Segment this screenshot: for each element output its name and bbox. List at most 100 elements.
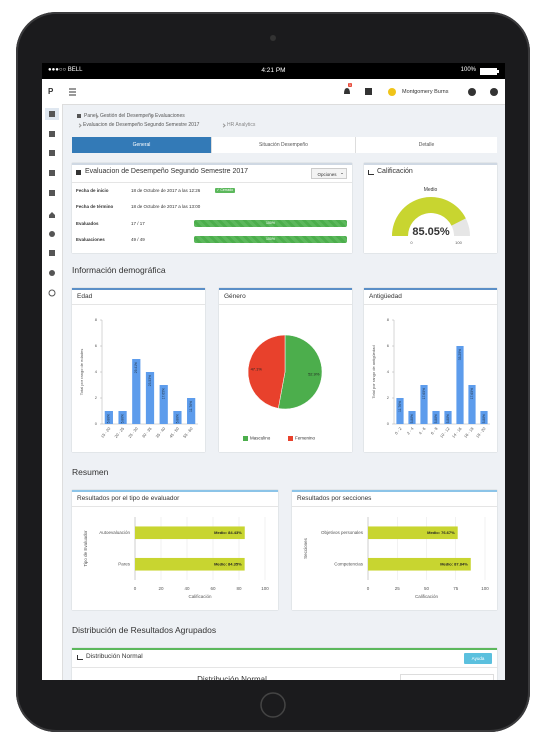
bar: [396, 398, 404, 424]
hamburger[interactable]: [68, 87, 78, 97]
bar-label: Medio: 84.35%: [214, 561, 242, 566]
navbar: [42, 79, 505, 105]
y-axis-label: Secciones: [303, 537, 308, 559]
chart: 0 20 40 60 80 100 Calificación Tipo de Evaluado…: [83, 517, 269, 599]
bar-label: 23.53%: [148, 375, 152, 386]
tab[interactable]: General: [72, 137, 211, 153]
row-value: 17 / 17: [131, 221, 145, 226]
user-name[interactable]: Montgomery Burns: [402, 89, 449, 95]
battery-icon: [480, 68, 499, 75]
progress-bar: [194, 220, 347, 227]
x-tick-label: 100: [261, 586, 269, 591]
breadcrumb-item[interactable]: Evaluaciones: [155, 113, 185, 119]
icon[interactable]: [49, 131, 55, 137]
x-tick-label: 55 - 60: [182, 426, 194, 439]
icon[interactable]: [49, 170, 55, 176]
bar: [118, 411, 127, 424]
divider: [72, 182, 352, 183]
y-tick-label: 4: [387, 369, 390, 374]
bar-label: 35.29%: [458, 349, 462, 360]
x-tick-label: 2 - 4: [406, 426, 415, 436]
gauge-value: [392, 197, 466, 236]
section-title: Resumen: [72, 467, 109, 477]
divider: [364, 304, 497, 305]
bell-icon[interactable]: [344, 88, 350, 94]
options-button[interactable]: Opciones: [311, 168, 347, 179]
help-icon[interactable]: [468, 88, 476, 96]
x-axis-label: Calificación: [188, 594, 212, 599]
bar: [456, 346, 464, 424]
bar-label: 29.41%: [134, 362, 138, 373]
chart: Total por rango de antigüedad 0 2 4 6 8 11.76%…: [371, 317, 490, 439]
category-label: Autoevaluación: [99, 530, 130, 535]
home-icon: [77, 114, 81, 118]
bar-label: 17.65%: [470, 388, 474, 399]
x-tick-label: 35 - 40: [154, 426, 166, 439]
icon[interactable]: [49, 250, 55, 256]
clock: 4:21 PM: [261, 67, 286, 74]
row-value: 49 / 49: [131, 237, 145, 242]
breadcrumb-item[interactable]: Evaluacion de Desempeño Segundo Semestre…: [83, 122, 200, 128]
card: Distribución Normal Ayuda Distribución Nor…: [72, 648, 497, 680]
progress-label: 100%: [266, 221, 275, 225]
card: Edad Total por rango de edades 0 2 4 6 8 5.88% 1…: [72, 288, 205, 452]
category-label: Competencias: [334, 561, 364, 566]
x-tick-label: 20 - 25: [113, 426, 125, 439]
section-title: Información demográfica: [72, 265, 166, 275]
y-tick-label: 8: [95, 317, 98, 322]
icon[interactable]: [49, 190, 55, 196]
home-button[interactable]: [260, 692, 286, 718]
bar: [104, 411, 113, 424]
icon[interactable]: [49, 111, 55, 117]
avatar[interactable]: [388, 88, 396, 96]
tab[interactable]: Detalle: [355, 137, 497, 153]
chart: 52.9% Masculino 47.1% Femenino: [243, 334, 323, 441]
x-tick-label: 60: [210, 586, 216, 591]
card: Calificación Medio 85.05% 0 100: [364, 163, 497, 253]
icon[interactable]: [49, 212, 55, 218]
x-tick-label: 30 - 35: [141, 426, 153, 439]
icon[interactable]: [49, 270, 55, 276]
card-title: Calificación: [377, 168, 413, 175]
bar: [132, 359, 141, 424]
row-label: Evaluaciones: [76, 237, 105, 242]
tab[interactable]: Situación Desempeño: [211, 137, 355, 153]
y-tick-label: 0: [95, 421, 98, 426]
screen: ●●●○○ BELL 4:21 PM 100% P 1 Montgomery Burns P…: [42, 63, 505, 680]
card-title: Resultados por secciones: [297, 495, 372, 502]
chart: Total por rango de edades 0 2 4 6 8 5.88% 15 - …: [79, 317, 198, 439]
bar-label: 11.76%: [189, 401, 193, 412]
bar: [480, 411, 488, 424]
card-title: Antigüedad: [369, 293, 402, 300]
sidebar-icons: [45, 108, 59, 297]
icon[interactable]: [48, 289, 56, 297]
row-value: 18 de Octubre de 2017 a las 13:00: [131, 204, 201, 209]
logo[interactable]: P: [48, 87, 54, 96]
help-button[interactable]: Ayuda: [464, 653, 492, 664]
card: Género 52.9% Masculino 47.1% Femenino: [219, 288, 352, 452]
bar: [135, 557, 245, 571]
nav-icons: [344, 88, 498, 96]
y-tick-label: 2: [387, 395, 390, 400]
apps-icon[interactable]: [365, 88, 372, 95]
divider: [219, 304, 352, 305]
settings-icon[interactable]: [490, 88, 498, 96]
breadcrumb-separator: [94, 114, 99, 119]
icon[interactable]: [49, 150, 55, 156]
chart: 85.05% 0 100: [392, 197, 470, 245]
bar: [468, 385, 476, 424]
chart-title: Distribución Normal: [197, 675, 267, 680]
gauge-scale-label: 0: [410, 240, 413, 245]
breadcrumb-item[interactable]: Panel: [84, 113, 97, 119]
breadcrumb-item[interactable]: Gestión del Desempeño: [100, 113, 154, 119]
bar: [187, 398, 196, 424]
icon[interactable]: [49, 231, 55, 237]
bar: [173, 411, 182, 424]
x-tick-label: 0: [367, 586, 370, 591]
x-tick-label: 15 - 20: [100, 426, 112, 439]
battery-level: 100%: [460, 67, 476, 73]
divider: [292, 506, 497, 507]
bar-label: Medio: 87.84%: [440, 561, 468, 566]
